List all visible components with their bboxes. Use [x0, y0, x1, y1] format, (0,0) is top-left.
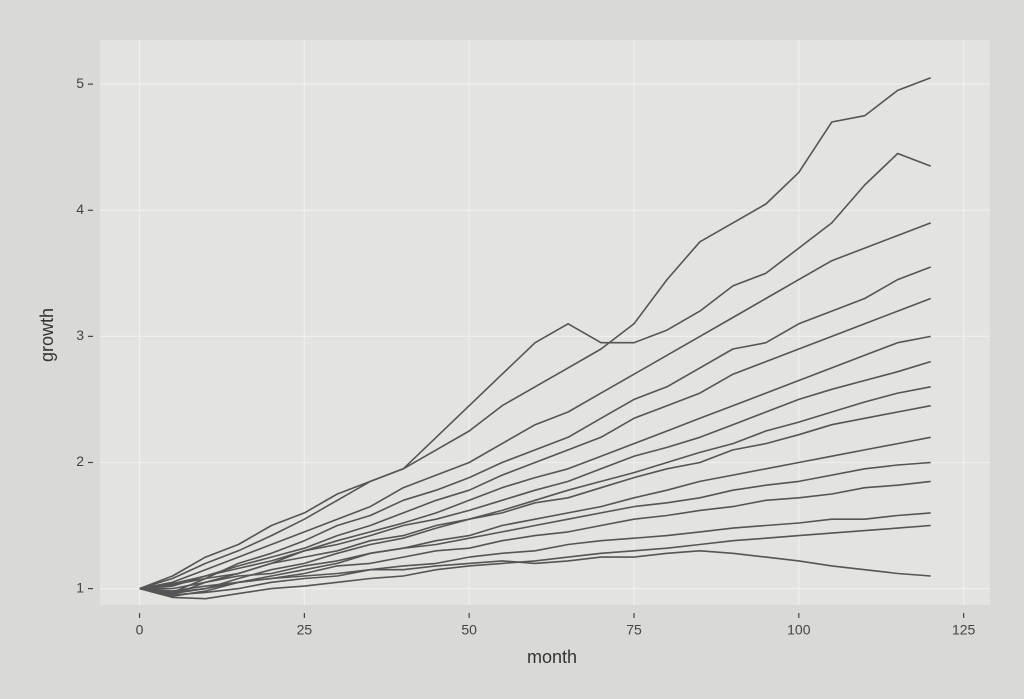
series-line: [139, 360, 931, 590]
x-tick-label: 125: [952, 622, 976, 638]
x-tick-label: 100: [787, 622, 811, 638]
x-axis-title: month: [527, 647, 577, 667]
y-tick-label: 2: [76, 453, 84, 469]
x-tick-label: 0: [136, 622, 144, 638]
y-tick-label: 3: [76, 327, 84, 343]
panel: [100, 40, 990, 605]
x-tick-label: 75: [626, 622, 642, 638]
series-line: [139, 550, 931, 592]
x-tick-label: 25: [297, 622, 313, 638]
series-line: [139, 222, 931, 590]
series-line: [139, 77, 931, 590]
y-tick-label: 4: [76, 201, 84, 217]
series-line: [139, 266, 931, 594]
series-line: [139, 461, 931, 590]
series-line: [139, 512, 931, 596]
series-line: [139, 297, 931, 590]
y-axis-title: growth: [37, 308, 57, 362]
series-line: [139, 436, 931, 597]
series-line: [139, 386, 931, 595]
y-tick-label: 5: [76, 75, 84, 91]
series-line: [139, 404, 931, 590]
series-line: [139, 152, 931, 590]
series-line: [139, 524, 931, 600]
y-tick-label: 1: [76, 579, 84, 595]
x-tick-label: 50: [461, 622, 477, 638]
